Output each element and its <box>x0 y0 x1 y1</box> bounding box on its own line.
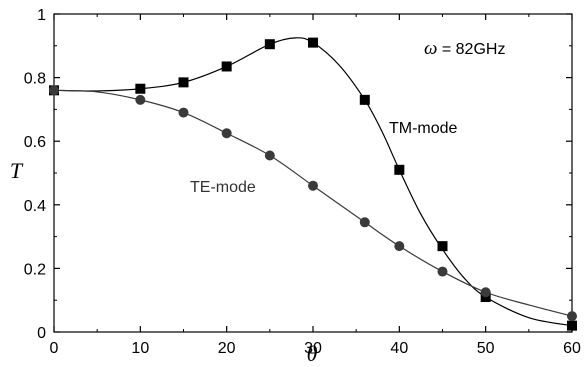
x-tick-label: 0 <box>50 340 59 357</box>
te-mode-point <box>221 128 232 139</box>
te-mode-point <box>178 107 189 118</box>
x-tick-label: 10 <box>131 340 149 357</box>
te-mode-point <box>308 180 318 191</box>
omega-symbol: ω <box>424 38 437 59</box>
x-tick-label: 40 <box>390 340 408 357</box>
te-mode-point <box>480 287 491 298</box>
te-mode-point <box>49 85 59 96</box>
y-tick-label: 0 <box>37 325 46 342</box>
tm-mode-point <box>221 61 232 72</box>
te-mode-point <box>437 266 448 277</box>
te-mode-point <box>135 94 146 105</box>
y-tick-label: 0.2 <box>24 261 46 278</box>
tm-mode-point <box>135 83 146 94</box>
plot-frame <box>53 13 573 333</box>
tm-mode-point <box>264 39 275 50</box>
te-mode-point <box>359 217 370 228</box>
te-mode-point <box>264 150 275 161</box>
x-axis-label: θ <box>307 341 318 366</box>
x-tick-label: 30 <box>304 340 322 357</box>
x-tick-label: 20 <box>218 340 236 357</box>
tm-mode-point <box>437 241 448 252</box>
y-tick-label: 0.6 <box>24 134 46 151</box>
y-tick-label: 1 <box>37 7 46 24</box>
tm-mode-label: TM-mode <box>389 120 458 137</box>
frequency-annotation: ω = 82GHz <box>424 38 505 59</box>
y-tick-label: 0.8 <box>24 71 46 88</box>
tm-mode-point <box>567 320 577 331</box>
data-markers <box>49 37 577 331</box>
te-mode-curve <box>53 89 573 317</box>
te-mode-label: TE-mode <box>190 179 256 196</box>
y-tick-label: 0.4 <box>24 198 46 215</box>
axis-ticks: 0 10 20 30 40 50 60 0 0.2 0.4 0.6 0.8 1 <box>24 7 581 357</box>
te-mode-point <box>567 311 577 322</box>
tm-mode-point <box>308 37 318 48</box>
y-axis-label: T <box>10 158 24 183</box>
te-mode-point <box>394 241 405 252</box>
frequency-value: = 82GHz <box>437 41 505 58</box>
x-tick-label: 60 <box>563 340 581 357</box>
tm-mode-point <box>178 77 189 88</box>
tm-mode-point <box>359 94 370 105</box>
x-tick-label: 50 <box>477 340 495 357</box>
tm-mode-point <box>394 164 405 175</box>
